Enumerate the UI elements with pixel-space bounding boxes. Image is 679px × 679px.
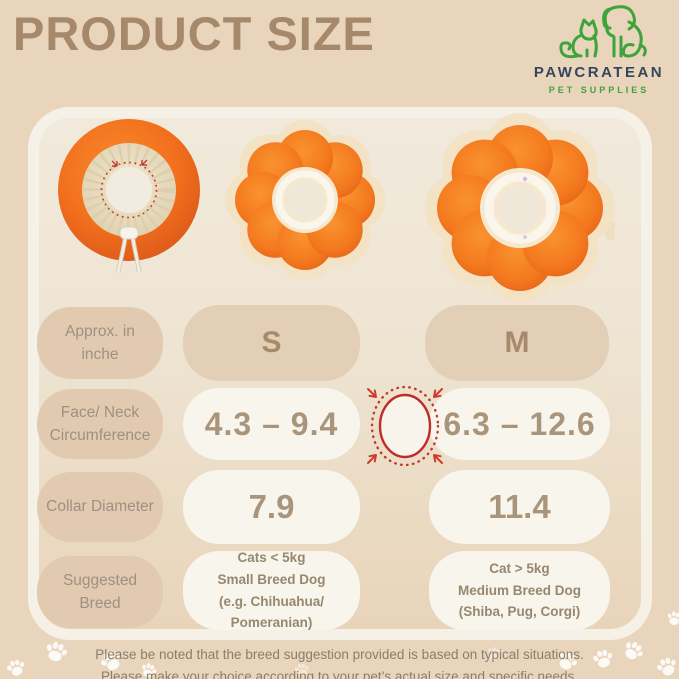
note-line-2: Please make your choice according to you… [100,669,578,679]
column-header-s: S [183,305,360,381]
brand-name: PAWCRATEAN [533,64,665,81]
row-label-diameter: Collar Diameter [37,472,163,542]
note-line-1: Please be noted that the breed suggestio… [95,647,584,662]
product-photo-flower-collar-m [425,113,615,303]
breed-value-s: Cats < 5kg Small Breed Dog (e.g. Chihuah… [183,550,360,630]
paw-print-icon [665,610,679,627]
dog-and-cat-logo-icon [559,5,647,59]
page-title: PRODUCT SIZE [13,7,375,60]
column-header-m: M [425,305,609,381]
disclaimer-notes: Please be noted that the breed suggestio… [0,644,679,679]
product-photo-drawstring-collar [58,119,200,274]
brand-tagline: PET SUPPLIES [548,85,650,95]
breed-value-m: Cat > 5kg Medium Breed Dog (Shiba, Pug, … [429,551,610,630]
circumference-value-s: 4.3 – 9.4 [183,388,360,460]
brand-logo: PAWCRATEAN PET SUPPLIES [518,2,679,95]
diameter-value-m: 11.4 [429,470,610,544]
neck-circumference-measure-icon [367,385,443,467]
circumference-value-m: 6.3 – 12.6 [429,388,610,460]
row-label-breed: Suggested Breed [37,556,163,628]
diameter-value-s: 7.9 [183,470,360,544]
product-photo-flower-collar-s [225,120,385,280]
unit-label: Approx. in inche [37,307,163,379]
row-label-circumference: Face/ Neck Circumference [37,389,163,459]
